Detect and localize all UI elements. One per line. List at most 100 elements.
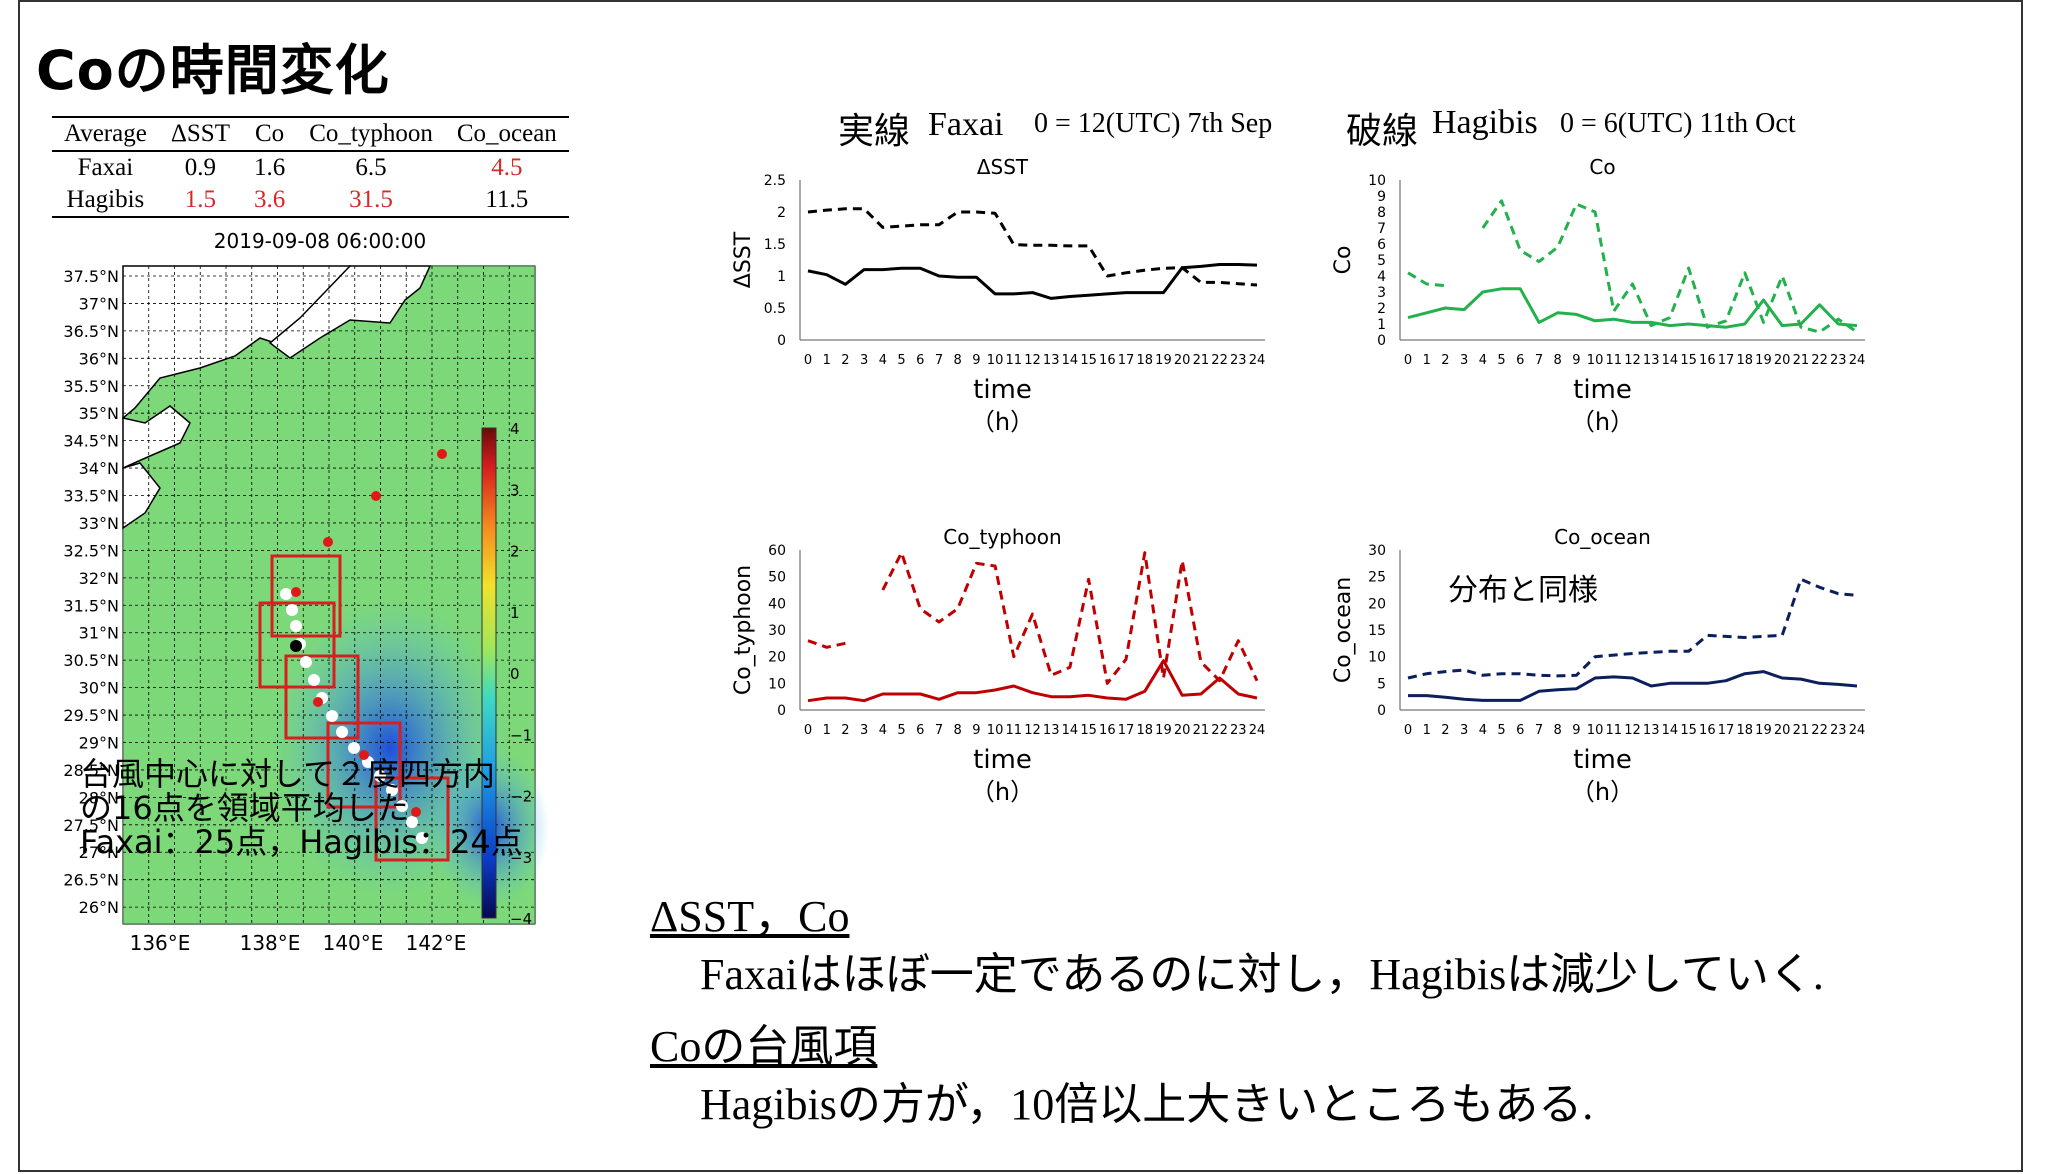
x-tick-label: 2 <box>1441 723 1449 738</box>
x-tick-label: 18 <box>1136 353 1153 368</box>
table-cell: Faxai <box>77 154 134 181</box>
lat-label: 30°N <box>79 679 119 698</box>
table-cell: 1.6 <box>253 154 286 181</box>
x-tick-label: 9 <box>1572 723 1580 738</box>
map-caption-1: 台風中心に対して２度四方内 <box>80 755 496 793</box>
x-tick-label: 24 <box>1249 353 1266 368</box>
y-tick-label: 30 <box>1368 543 1386 559</box>
x-tick-label: 23 <box>1830 353 1847 368</box>
legend-dashed-time: 0 = 6(UTC) 11th Oct <box>1560 108 1796 139</box>
colorbar-ticks: 4 3 2 1 0 −1 −2 −3 −4 <box>510 420 532 928</box>
series-line-hagibis <box>1481 199 1858 334</box>
map-plot <box>122 265 550 925</box>
x-tick-label: 0 <box>1404 353 1412 368</box>
x-tick-label: 22 <box>1211 353 1228 368</box>
region-box <box>258 601 336 689</box>
track-point <box>300 656 312 668</box>
y-tick-label: 0 <box>1377 333 1386 349</box>
x-tick-label: 15 <box>1080 353 1097 368</box>
x-tick-label: 7 <box>1535 723 1543 738</box>
heading-co-typhoon: Coの台風項 <box>650 1022 878 1071</box>
track-point <box>396 800 408 812</box>
y-tick-label: 1.5 <box>764 237 786 253</box>
x-tick-label: 5 <box>897 353 905 368</box>
track-point <box>313 697 323 707</box>
track-point <box>411 807 421 817</box>
table-header: ΔSST <box>158 116 242 152</box>
legend-solid-label: 実線 <box>838 111 911 151</box>
x-tick-label: 6 <box>1516 723 1524 738</box>
x-tick-label: 5 <box>1497 723 1505 738</box>
x-tick-label: 8 <box>954 723 962 738</box>
x-tick-label: 3 <box>860 353 868 368</box>
track-point <box>437 449 447 459</box>
lat-label: 34.5°N <box>63 432 119 451</box>
x-tick-label: 7 <box>935 723 943 738</box>
colorbar-tick: 2 <box>510 543 520 561</box>
x-tick-label: 17 <box>1118 353 1135 368</box>
track-point <box>386 784 398 796</box>
x-tick-label: 10 <box>987 353 1004 368</box>
track-point <box>359 750 369 760</box>
x-tick-label: 21 <box>1793 353 1810 368</box>
typhoon-center <box>290 640 302 652</box>
lat-label: 34°N <box>79 459 119 478</box>
x-tick-label: 8 <box>1554 723 1562 738</box>
lat-label: 28°N <box>79 788 119 807</box>
legend-solid-time: 0 = 12(UTC) 7th Sep <box>1034 108 1273 139</box>
x-tick-label: 21 <box>1793 723 1810 738</box>
x-tick-label: 24 <box>1849 723 1866 738</box>
x-tick-label: 6 <box>1516 353 1524 368</box>
x-tick-label: 22 <box>1211 723 1228 738</box>
x-tick-label: 21 <box>1193 723 1210 738</box>
land-kanto <box>268 265 432 359</box>
x-tick-label: 15 <box>1080 723 1097 738</box>
x-tick-label: 13 <box>1043 353 1060 368</box>
chart-title: Co_ocean <box>1554 525 1651 549</box>
x-tick-label: 0 <box>1404 723 1412 738</box>
series-line-faxai <box>807 263 1258 300</box>
y-axis-label: Co_ocean <box>1331 577 1356 683</box>
x-axis-label: time <box>973 375 1032 405</box>
table-header: Co <box>241 116 298 152</box>
lon-label: 138°E <box>240 931 301 955</box>
lon-labels: 136°E 138°E 140°E 142°E <box>130 931 467 955</box>
legend-dashed-label: 破線 <box>1346 111 1419 151</box>
x-tick-label: 19 <box>1755 723 1772 738</box>
text-co-typhoon: Hagibisの方が，10倍以上大きいところもある. <box>700 1080 1594 1129</box>
x-tick-label: 4 <box>879 353 887 368</box>
map-caption-3: Faxai：25点，Hagibis：24点 <box>80 823 523 861</box>
series-line-faxai <box>1407 287 1858 329</box>
chart-title: Co_typhoon <box>943 525 1061 549</box>
lat-label: 31.5°N <box>63 596 119 615</box>
x-tick-label: 16 <box>1099 353 1116 368</box>
x-tick-label: 17 <box>1718 353 1735 368</box>
y-tick-label: 0.5 <box>764 301 786 317</box>
y-axis-label: Co_typhoon <box>731 565 756 695</box>
track-point <box>308 674 320 686</box>
table-header: Co_typhoon <box>297 116 445 152</box>
table-cell: 4.5 <box>491 154 523 181</box>
x-tick-label: 8 <box>1554 353 1562 368</box>
average-table: Average ΔSST Co Co_typhoon Co_ocean Faxa… <box>52 116 569 218</box>
x-tick-label: 1 <box>823 723 831 738</box>
table-cell: 6.5 <box>355 154 387 181</box>
lon-label: 142°E <box>406 931 467 955</box>
x-axis-unit: （h） <box>971 778 1034 806</box>
map-caption-2: の16点を領域平均した <box>80 789 409 827</box>
x-tick-label: 14 <box>1662 723 1679 738</box>
lat-label: 26°N <box>79 898 119 917</box>
y-tick-label: 1 <box>777 269 786 285</box>
series-line-hagibis <box>1407 271 1446 288</box>
typhoon-track <box>280 449 447 844</box>
x-tick-label: 2 <box>1441 353 1449 368</box>
series-line-hagibis <box>807 639 846 649</box>
x-tick-label: 4 <box>1479 723 1487 738</box>
lat-label: 29.5°N <box>63 706 119 725</box>
x-tick-label: 8 <box>954 353 962 368</box>
track-point <box>291 587 301 597</box>
colorbar-tick: −1 <box>510 726 532 744</box>
y-tick-label: 20 <box>1368 596 1386 612</box>
region-boxes <box>258 554 450 862</box>
